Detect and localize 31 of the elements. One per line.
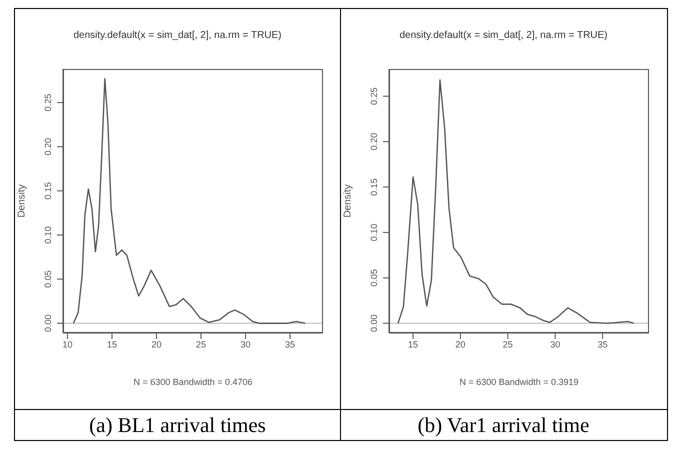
y-tick-label: 0.05 <box>369 269 379 287</box>
y-tick-label: 0.00 <box>43 314 53 332</box>
x-axis-title: N = 6300 Bandwidth = 0.3919 <box>459 377 579 387</box>
chart-title: density.default(x = sim_dat[, 2], na.rm = TRUE) <box>398 29 609 43</box>
y-tick-label: 0.10 <box>369 224 379 242</box>
y-tick-label: 0.05 <box>43 270 53 288</box>
y-axis-title: Density <box>16 184 28 218</box>
x-tick-label: 35 <box>285 339 296 350</box>
x-tick-label: 15 <box>408 339 418 350</box>
y-tick-label: 0.10 <box>43 226 53 244</box>
text: (b) Var1 arrival time <box>418 413 590 437</box>
chart-title: density.default(x = sim_dat[, 2], na.rm = TRUE) <box>72 29 283 43</box>
x-tick-label: 15 <box>106 339 117 350</box>
text: (a) BL1 arrival times <box>89 413 266 437</box>
y-axis-title: Density <box>342 184 354 218</box>
y-tick-label: 0.20 <box>43 138 53 156</box>
x-tick-label: 20 <box>151 339 162 350</box>
x-tick-label: 10 <box>62 339 72 350</box>
x-tick-label: 25 <box>196 339 206 350</box>
x-axis-title: N = 6300 Bandwidth = 0.4706 <box>133 377 253 387</box>
y-tick-label: 0.20 <box>369 132 379 150</box>
x-tick-label: 20 <box>455 339 466 350</box>
x-tick-label: 25 <box>502 339 513 350</box>
y-tick-label: 0.25 <box>369 87 379 106</box>
y-tick-label: 0.15 <box>369 178 379 196</box>
y-tick-label: 0.00 <box>369 314 379 332</box>
x-tick-label: 35 <box>598 339 608 350</box>
x-tick-label: 30 <box>240 339 251 350</box>
y-tick-label: 0.25 <box>43 94 53 112</box>
x-tick-label: 30 <box>550 339 560 350</box>
y-tick-label: 0.15 <box>43 182 53 200</box>
